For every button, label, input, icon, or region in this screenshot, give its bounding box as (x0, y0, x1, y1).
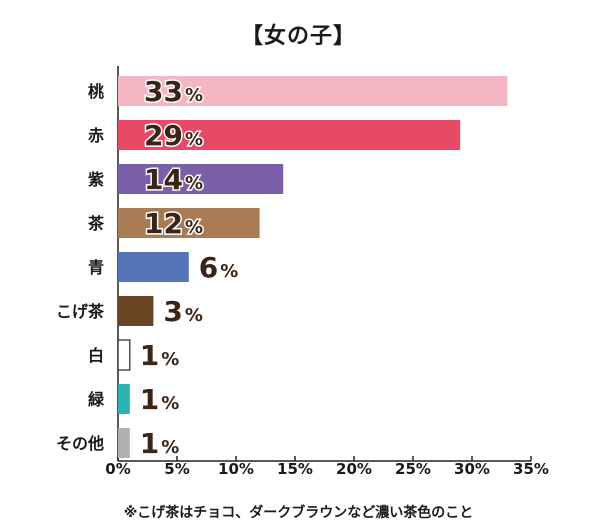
bar-value-label: 12% (144, 207, 203, 240)
bar (118, 164, 284, 194)
bar (118, 296, 154, 326)
category-label: 茶 (87, 214, 105, 233)
bar-value-label: 1% (140, 383, 180, 416)
bar-value-label: 3% (163, 295, 203, 328)
category-label: その他 (56, 434, 104, 453)
bar (117, 339, 131, 371)
bar (118, 384, 130, 414)
bar (118, 428, 130, 458)
bar-value-label: 6% (199, 251, 239, 284)
category-label: 紫 (88, 170, 104, 189)
bar-value-label: 33% (144, 75, 203, 108)
category-label: 桃 (88, 82, 104, 101)
category-label: 白 (88, 346, 104, 365)
x-tick-label: 5% (164, 460, 189, 478)
bar (118, 252, 189, 282)
x-tick-label: 35% (513, 460, 549, 478)
category-label: 赤 (88, 126, 104, 145)
chart-title: 【女の子】 (240, 24, 356, 49)
x-tick-label: 20% (336, 460, 372, 478)
x-tick-label: 25% (395, 460, 431, 478)
x-tick-label: 0% (105, 460, 130, 478)
bar (118, 76, 508, 106)
x-tick-label: 15% (277, 460, 313, 478)
x-tick-label: 30% (454, 460, 490, 478)
category-label: 青 (88, 258, 104, 277)
bar (118, 208, 260, 238)
category-label: 緑 (88, 390, 105, 409)
bar-value-label: 29% (144, 119, 203, 152)
bar-value-label: 1% (140, 339, 180, 372)
category-label: こげ茶 (56, 302, 105, 321)
bar-value-label: 1% (140, 427, 180, 460)
bar (118, 120, 461, 150)
bar-value-label: 14% (144, 163, 203, 196)
x-tick-label: 10% (218, 460, 254, 478)
chart-footnote: ※こげ茶はチョコ、ダークブラウンなど濃い茶色のこと (123, 505, 474, 521)
